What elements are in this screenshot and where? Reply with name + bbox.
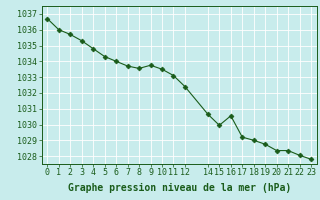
X-axis label: Graphe pression niveau de la mer (hPa): Graphe pression niveau de la mer (hPa) — [68, 183, 291, 193]
